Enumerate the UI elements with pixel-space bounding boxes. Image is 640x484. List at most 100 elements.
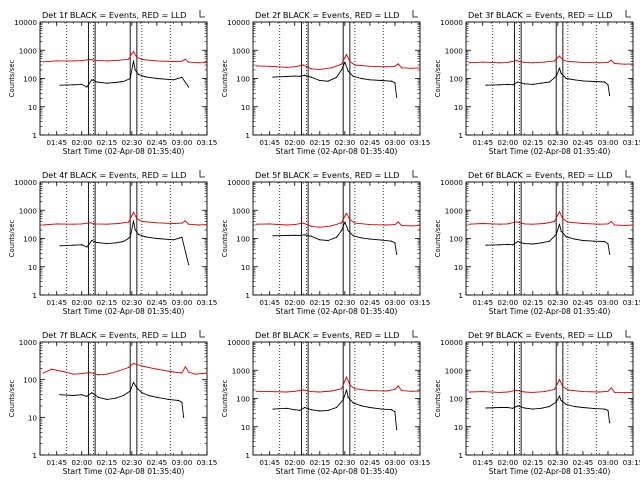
lld-data-point (557, 214, 559, 216)
x-tick-label: 02:30 (547, 298, 568, 307)
detector-panel: Det 7f BLACK = Events, RED = LLD 1 10 100 10… (8, 330, 217, 476)
lld-data-point (543, 61, 546, 63)
events-data-point (573, 79, 576, 81)
lld-data-point (558, 55, 561, 57)
events-data-point (81, 83, 83, 85)
events-data-point (285, 75, 287, 78)
events-data-point (335, 406, 338, 409)
lld-data-point (310, 391, 313, 393)
events-data-point (59, 394, 61, 396)
events-data-point (136, 387, 138, 389)
events-data-point (144, 76, 146, 78)
lld-data-point (302, 389, 304, 391)
y-tick-label: 10000 (227, 178, 250, 187)
lld-data-point (340, 222, 343, 224)
plot-frame (465, 341, 634, 456)
events-data-point (512, 84, 514, 86)
events-data-point (369, 79, 371, 81)
lld-data-point (72, 60, 74, 62)
y-tick-label: 100 (236, 395, 250, 404)
lld-data-point (156, 60, 158, 62)
lld-data-point (94, 59, 96, 61)
events-data-point (86, 395, 88, 397)
events-series-line (485, 67, 611, 96)
legend-glyph (199, 170, 205, 178)
events-data-point (310, 76, 313, 78)
x-tick-label: 03:00 (172, 298, 193, 307)
lld-data-point (632, 391, 634, 393)
panel-title: Det 1f BLACK = Events, RED = LLD (42, 10, 186, 20)
lld-data-point (51, 368, 53, 370)
x-tick-label: 03:15 (410, 298, 431, 307)
lld-data-point (523, 61, 526, 64)
events-data-point (272, 408, 274, 410)
events-data-point (540, 82, 542, 84)
lld-series-line (256, 54, 421, 70)
lld-data-point (319, 226, 321, 228)
legend-glyph (625, 10, 631, 18)
events-data-point (340, 69, 343, 71)
events-data-point (137, 233, 140, 235)
lld-data-point (543, 391, 546, 393)
x-tick-label: 02:30 (121, 298, 142, 307)
events-data-point (394, 82, 396, 84)
plot-frame (465, 21, 634, 136)
lld-data-point (567, 221, 569, 223)
events-data-point (114, 81, 116, 84)
lld-data-point (401, 67, 403, 69)
events-data-point (340, 230, 343, 232)
events-data-point (352, 235, 354, 237)
lld-data-point (141, 58, 143, 61)
events-data-point (517, 81, 519, 83)
lld-data-point (562, 386, 564, 388)
lld-data-point (553, 60, 556, 62)
lld-data-point (397, 221, 399, 223)
lld-data-point (181, 60, 183, 62)
lld-data-point (319, 391, 321, 393)
y-tick-label: 1000 (19, 206, 38, 215)
lld-data-point (42, 61, 44, 63)
x-tick-label: 01:45 (259, 458, 280, 467)
events-data-point (91, 392, 93, 394)
events-data-point (129, 390, 131, 392)
events-data-point (299, 409, 301, 411)
events-data-point (72, 394, 74, 397)
events-data-point (607, 84, 609, 86)
legend-glyph (199, 330, 205, 338)
lld-data-point (294, 66, 296, 68)
y-tick-label: 10000 (440, 338, 463, 347)
lld-data-point (294, 390, 296, 392)
lld-data-point (255, 390, 257, 392)
x-tick-label: 02:30 (121, 458, 142, 467)
x-tick-label: 02:45 (147, 138, 168, 147)
lld-data-point (582, 222, 584, 225)
events-data-point (558, 67, 561, 69)
events-data-point (72, 84, 74, 86)
lld-data-point (610, 387, 612, 389)
events-data-point (294, 75, 296, 77)
lld-data-point (181, 372, 183, 374)
lld-data-point (206, 61, 208, 64)
x-tick-label: 02:30 (547, 458, 568, 467)
lld-data-point (127, 221, 130, 223)
x-tick-label: 02:45 (147, 298, 168, 307)
lld-data-point (181, 222, 183, 224)
events-data-point (319, 79, 321, 82)
x-tick-label: 01:45 (259, 298, 280, 307)
lld-series-line (43, 51, 208, 64)
lld-data-point (285, 391, 287, 393)
lld-data-point (354, 64, 356, 66)
x-tick-label: 01:45 (472, 298, 493, 307)
events-data-point (122, 394, 125, 397)
lld-data-point (330, 67, 333, 69)
lld-data-point (156, 222, 158, 224)
x-tick-label: 02:45 (147, 458, 168, 467)
lld-data-point (319, 68, 321, 70)
events-data-point (144, 236, 146, 238)
events-data-point (106, 82, 108, 84)
events-data-point (369, 406, 371, 409)
x-tick-label: 02:45 (360, 298, 381, 307)
events-data-point (294, 234, 296, 236)
x-axis-label: Start Time (02-Apr-08 01:35:40) (489, 467, 611, 476)
panel-title: Det 7f BLACK = Events, RED = LLD (42, 330, 186, 340)
